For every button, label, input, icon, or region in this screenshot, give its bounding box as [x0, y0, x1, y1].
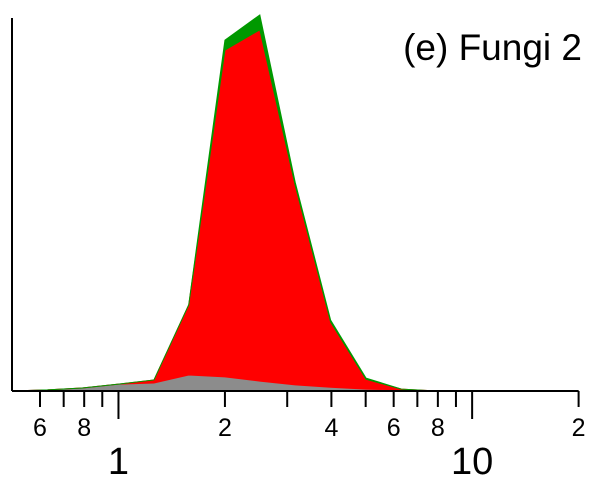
areas	[11, 14, 579, 392]
x-tick-label: 6	[33, 414, 47, 442]
area	[11, 14, 579, 392]
x-tick-label: 10	[451, 441, 493, 479]
area	[11, 29, 579, 392]
x-tick-label: 6	[387, 414, 401, 442]
chart-title: (e) Fungi 2	[403, 27, 582, 68]
x-tick-label: 2	[572, 414, 586, 442]
x-tick-label: 8	[77, 414, 91, 442]
x-tick-label: 1	[108, 441, 129, 479]
x-tick-label: 8	[431, 414, 445, 442]
x-tick-label: 4	[324, 414, 338, 442]
x-tick-label: 2	[218, 414, 232, 442]
